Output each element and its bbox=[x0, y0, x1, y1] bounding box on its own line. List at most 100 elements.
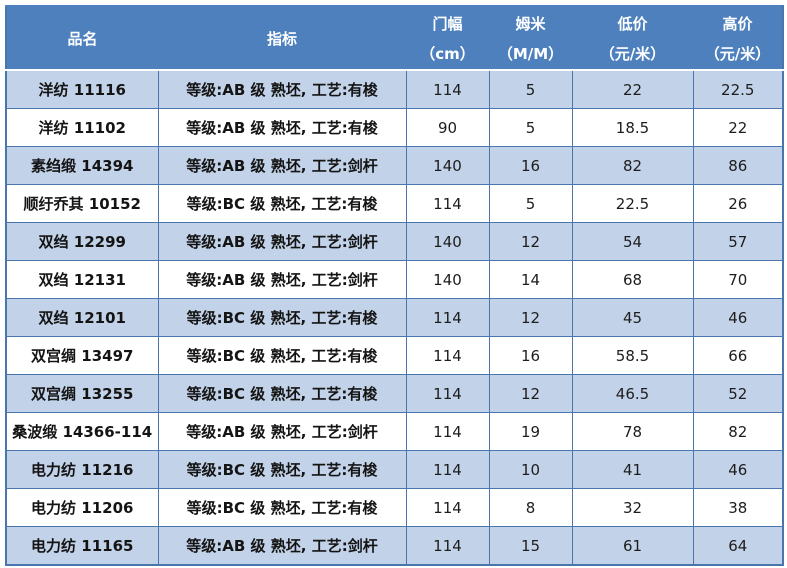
table-row: 素绉缎 14394 等级:AB 级 熟坯, 工艺:剑杆 140 16 82 86 bbox=[5, 146, 784, 185]
table-row: 双宫绸 13497 等级:BC 级 熟坯, 工艺:有梭 114 16 58.5 66 bbox=[5, 336, 784, 375]
cell-product-name: 桑波缎 14366-114 bbox=[5, 412, 159, 451]
header-high-price: 高价 （元/米） bbox=[693, 6, 783, 71]
cell-product-name: 电力纺 11206 bbox=[5, 488, 159, 527]
cell-width: 114 bbox=[405, 374, 490, 413]
cell-low-price: 58.5 bbox=[571, 336, 694, 375]
cell-product-name: 洋纺 11116 bbox=[5, 69, 159, 109]
cell-width: 140 bbox=[405, 146, 490, 185]
cell-product-name: 素绉缎 14394 bbox=[5, 146, 159, 185]
header-spec-label: 指标 bbox=[266, 29, 297, 48]
cell-product-name: 电力纺 11165 bbox=[5, 526, 159, 566]
cell-width: 90 bbox=[405, 108, 490, 147]
cell-momme: 5 bbox=[488, 69, 573, 109]
cell-low-price: 22.5 bbox=[571, 184, 694, 223]
cell-spec: 等级:BC 级 熟坯, 工艺:有梭 bbox=[157, 374, 407, 413]
table-row: 洋纺 11116 等级:AB 级 熟坯, 工艺:有梭 114 5 22 22.5 bbox=[5, 69, 784, 109]
cell-high-price: 57 bbox=[692, 222, 784, 261]
header-width: 门幅 （cm） bbox=[406, 6, 489, 71]
cell-spec: 等级:BC 级 熟坯, 工艺:有梭 bbox=[157, 184, 407, 223]
header-row: 品名 指标 门幅 （cm） 姆米 （M/ bbox=[6, 6, 783, 71]
header-high-price-unit: （元/米） bbox=[704, 44, 771, 63]
cell-product-name: 顺纡乔其 10152 bbox=[5, 184, 159, 223]
cell-high-price: 64 bbox=[692, 526, 784, 566]
cell-width: 114 bbox=[405, 412, 490, 451]
cell-momme: 15 bbox=[488, 526, 573, 566]
cell-high-price: 46 bbox=[692, 450, 784, 489]
cell-width: 140 bbox=[405, 222, 490, 261]
cell-momme: 8 bbox=[488, 488, 573, 527]
cell-spec: 等级:BC 级 熟坯, 工艺:有梭 bbox=[157, 336, 407, 375]
cell-spec: 等级:AB 级 熟坯, 工艺:剑杆 bbox=[157, 526, 407, 566]
table-header: 品名 指标 门幅 （cm） 姆米 （M/ bbox=[6, 6, 783, 71]
header-low-price: 低价 （元/米） bbox=[572, 6, 693, 71]
header-low-price-label: 低价 bbox=[617, 14, 648, 33]
cell-high-price: 52 bbox=[692, 374, 784, 413]
cell-momme: 12 bbox=[488, 374, 573, 413]
cell-momme: 5 bbox=[488, 184, 573, 223]
cell-momme: 12 bbox=[488, 298, 573, 337]
cell-spec: 等级:AB 级 熟坯, 工艺:剑杆 bbox=[157, 260, 407, 299]
cell-high-price: 86 bbox=[692, 146, 784, 185]
table-row: 顺纡乔其 10152 等级:BC 级 熟坯, 工艺:有梭 114 5 22.5 26 bbox=[5, 184, 784, 223]
cell-product-name: 双绉 12299 bbox=[5, 222, 159, 261]
header-spec: 指标 bbox=[158, 6, 406, 71]
cell-low-price: 54 bbox=[571, 222, 694, 261]
table-row: 双绉 12101 等级:BC 级 熟坯, 工艺:有梭 114 12 45 46 bbox=[5, 298, 784, 337]
table-body: 洋纺 11116 等级:AB 级 熟坯, 工艺:有梭 114 5 22 22.5 洋纺 11… bbox=[5, 69, 784, 566]
cell-momme: 16 bbox=[488, 146, 573, 185]
cell-low-price: 68 bbox=[571, 260, 694, 299]
cell-high-price: 70 bbox=[692, 260, 784, 299]
cell-width: 114 bbox=[405, 526, 490, 566]
cell-product-name: 双宫绸 13255 bbox=[5, 374, 159, 413]
header-low-price-unit: （元/米） bbox=[599, 44, 666, 63]
cell-width: 114 bbox=[405, 184, 490, 223]
cell-momme: 5 bbox=[488, 108, 573, 147]
header-width-unit: （cm） bbox=[420, 44, 475, 63]
cell-spec: 等级:BC 级 熟坯, 工艺:有梭 bbox=[157, 450, 407, 489]
cell-momme: 16 bbox=[488, 336, 573, 375]
cell-high-price: 22.5 bbox=[692, 69, 784, 109]
cell-momme: 14 bbox=[488, 260, 573, 299]
cell-momme: 12 bbox=[488, 222, 573, 261]
cell-width: 140 bbox=[405, 260, 490, 299]
cell-spec: 等级:AB 级 熟坯, 工艺:剑杆 bbox=[157, 222, 407, 261]
cell-spec: 等级:AB 级 熟坯, 工艺:剑杆 bbox=[157, 412, 407, 451]
cell-high-price: 46 bbox=[692, 298, 784, 337]
table-row: 双宫绸 13255 等级:BC 级 熟坯, 工艺:有梭 114 12 46.5 52 bbox=[5, 374, 784, 413]
cell-low-price: 61 bbox=[571, 526, 694, 566]
cell-product-name: 双绉 12131 bbox=[5, 260, 159, 299]
table-row: 电力纺 11206 等级:BC 级 熟坯, 工艺:有梭 114 8 32 38 bbox=[5, 488, 784, 527]
cell-product-name: 洋纺 11102 bbox=[5, 108, 159, 147]
cell-width: 114 bbox=[405, 298, 490, 337]
cell-low-price: 78 bbox=[571, 412, 694, 451]
table-row: 洋纺 11102 等级:AB 级 熟坯, 工艺:有梭 90 5 18.5 22 bbox=[5, 108, 784, 147]
cell-spec: 等级:AB 级 熟坯, 工艺:有梭 bbox=[157, 108, 407, 147]
cell-product-name: 双绉 12101 bbox=[5, 298, 159, 337]
header-momme-label: 姆米 bbox=[515, 14, 546, 33]
cell-high-price: 26 bbox=[692, 184, 784, 223]
cell-product-name: 电力纺 11216 bbox=[5, 450, 159, 489]
table-row: 双绉 12299 等级:AB 级 熟坯, 工艺:剑杆 140 12 54 57 bbox=[5, 222, 784, 261]
cell-momme: 19 bbox=[488, 412, 573, 451]
cell-low-price: 46.5 bbox=[571, 374, 694, 413]
cell-low-price: 82 bbox=[571, 146, 694, 185]
cell-high-price: 66 bbox=[692, 336, 784, 375]
header-momme: 姆米 （M/M） bbox=[489, 6, 572, 71]
table-row: 电力纺 11165 等级:AB 级 熟坯, 工艺:剑杆 114 15 61 64 bbox=[5, 526, 784, 566]
cell-momme: 10 bbox=[488, 450, 573, 489]
cell-high-price: 22 bbox=[692, 108, 784, 147]
cell-width: 114 bbox=[405, 336, 490, 375]
cell-spec: 等级:AB 级 熟坯, 工艺:剑杆 bbox=[157, 146, 407, 185]
cell-low-price: 22 bbox=[571, 69, 694, 109]
cell-width: 114 bbox=[405, 488, 490, 527]
table-row: 双绉 12131 等级:AB 级 熟坯, 工艺:剑杆 140 14 68 70 bbox=[5, 260, 784, 299]
cell-low-price: 45 bbox=[571, 298, 694, 337]
cell-spec: 等级:BC 级 熟坯, 工艺:有梭 bbox=[157, 488, 407, 527]
header-product-name: 品名 bbox=[6, 6, 158, 71]
cell-low-price: 18.5 bbox=[571, 108, 694, 147]
cell-high-price: 38 bbox=[692, 488, 784, 527]
cell-width: 114 bbox=[405, 69, 490, 109]
cell-low-price: 32 bbox=[571, 488, 694, 527]
cell-low-price: 41 bbox=[571, 450, 694, 489]
cell-width: 114 bbox=[405, 450, 490, 489]
